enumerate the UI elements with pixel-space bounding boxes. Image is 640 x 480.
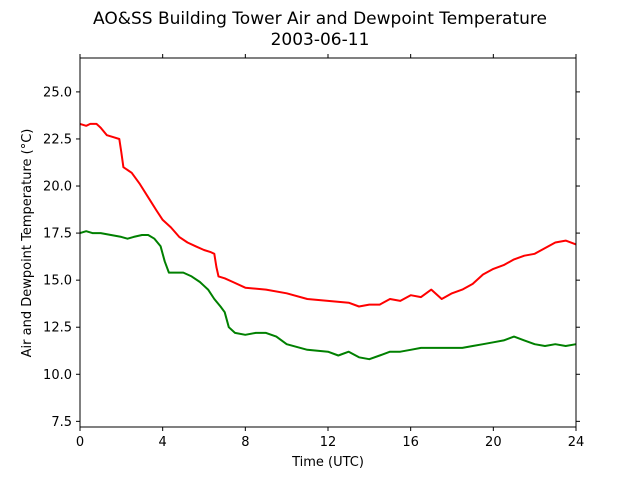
chart-subtitle: 2003-06-11 xyxy=(271,30,370,50)
x-tick-label: 8 xyxy=(241,435,249,450)
y-tick-label: 17.5 xyxy=(43,227,72,242)
y-tick-label: 15.0 xyxy=(43,274,72,289)
y-tick-label: 10.0 xyxy=(43,368,72,383)
x-tick-label: 20 xyxy=(485,435,502,450)
x-tick-label: 12 xyxy=(320,435,337,450)
plot-frame xyxy=(79,57,577,428)
y-tick-label: 12.5 xyxy=(43,321,72,336)
series-line-1 xyxy=(79,122,577,308)
y-tick-label: 7.5 xyxy=(51,415,72,430)
y-tick-label: 25.0 xyxy=(43,85,72,100)
series-line-2 xyxy=(79,230,577,361)
x-tick-label: 4 xyxy=(159,435,167,450)
x-tick-label: 24 xyxy=(568,435,585,450)
plot-area: 0 4 8 12 16 20 24 7.5 10.0 12.5 15.0 17.5 20.0 22.5 25… xyxy=(43,54,584,450)
x-tick-label: 16 xyxy=(402,435,419,450)
y-tick-label: 20.0 xyxy=(43,180,72,195)
x-tick-label: 0 xyxy=(76,435,84,450)
y-axis-label: Air and Dewpoint Temperature (°C) xyxy=(20,129,35,358)
y-tick-label: 22.5 xyxy=(43,132,72,147)
x-axis-label: Time (UTC) xyxy=(291,455,364,470)
chart-title: AO&SS Building Tower Air and Dewpoint Te… xyxy=(93,9,547,29)
